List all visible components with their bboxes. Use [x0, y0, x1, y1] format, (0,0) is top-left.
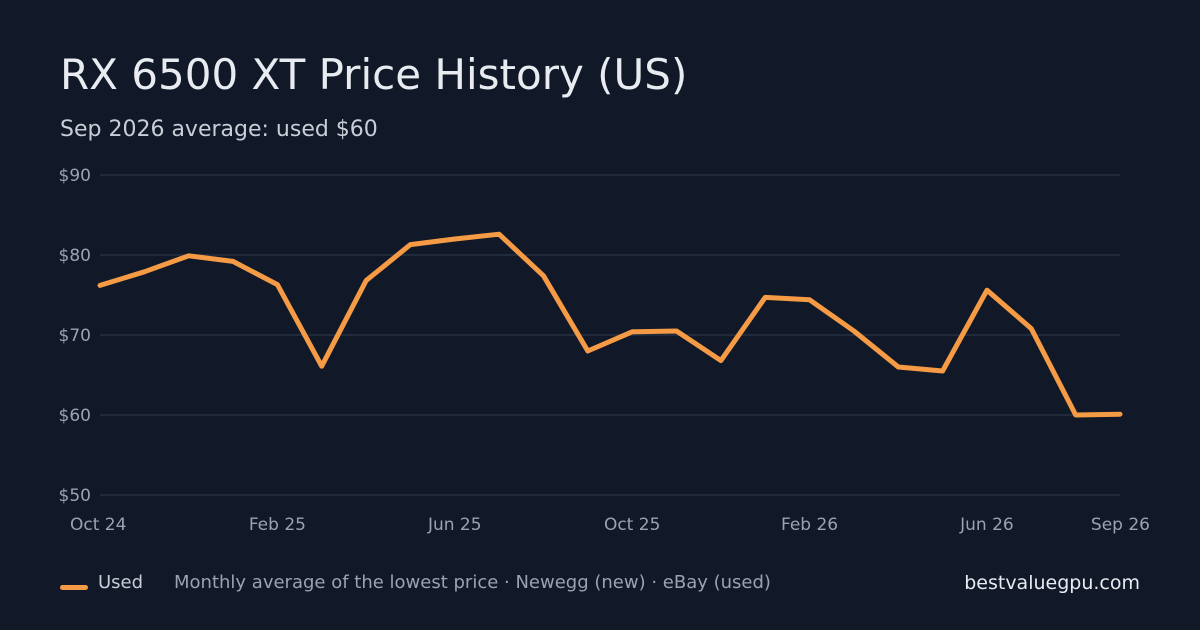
y-tick-label: $90: [59, 166, 91, 186]
x-axis-ticks: Oct 24 Feb 25 Jun 25 Oct 25 Feb 26 Jun 26 Sep …: [70, 515, 1150, 535]
legend-label-used: Used: [98, 572, 144, 593]
x-tick-label: Oct 25: [604, 515, 660, 535]
y-tick-label: $50: [59, 486, 91, 506]
grid-lines: [100, 174, 1120, 496]
x-tick-label: Feb 25: [249, 515, 306, 535]
y-tick-label: $70: [59, 326, 91, 346]
y-tick-label: $60: [59, 406, 91, 426]
site-name[interactable]: bestvaluegpu.com: [964, 572, 1140, 594]
x-tick-label: Jun 26: [959, 515, 1014, 535]
y-tick-label: $80: [59, 246, 91, 266]
legend-swatch-used: [60, 585, 88, 590]
series-line-used: [97, 231, 1123, 418]
source-note: Monthly average of the lowest price · Ne…: [174, 572, 771, 593]
chart-title: RX 6500 XT Price History (US): [60, 50, 688, 99]
y-axis-ticks: $90 $80 $70 $60 $50: [59, 166, 91, 506]
x-tick-label: Sep 26: [1091, 515, 1150, 535]
x-tick-label: Jun 25: [427, 515, 482, 535]
x-tick-label: Oct 24: [70, 515, 126, 535]
x-tick-label: Feb 26: [781, 515, 838, 535]
chart-subtitle: Sep 2026 average: used $60: [60, 117, 378, 142]
